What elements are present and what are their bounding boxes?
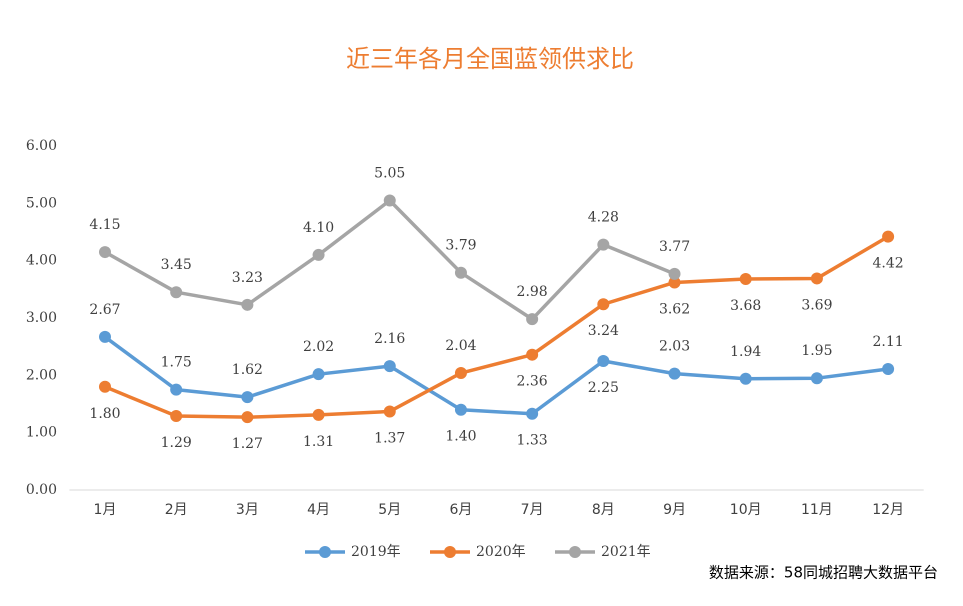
legend-label: 2021年 (601, 544, 651, 560)
data-point (668, 267, 681, 280)
data-label: 3.24 (588, 323, 619, 339)
data-point (739, 273, 752, 286)
data-label: 2.67 (89, 302, 120, 318)
y-tick-label: 1.00 (26, 425, 57, 441)
x-tick-label: 4月 (307, 502, 330, 518)
data-point (170, 410, 183, 423)
data-label: 4.15 (89, 217, 120, 233)
data-point (312, 408, 325, 421)
data-point (454, 367, 467, 380)
data-label: 1.40 (445, 429, 476, 445)
data-label: 4.28 (588, 210, 619, 226)
legend-marker (444, 546, 456, 558)
data-point (98, 380, 111, 393)
y-tick-label: 5.00 (26, 195, 57, 211)
data-label: 2.16 (374, 331, 405, 347)
x-tick-label: 7月 (521, 502, 544, 518)
x-tick-label: 2月 (165, 502, 188, 518)
data-label: 3.45 (161, 257, 192, 273)
data-point (597, 298, 610, 311)
y-tick-label: 4.00 (26, 253, 57, 269)
data-point (668, 276, 681, 289)
data-label: 3.62 (659, 301, 690, 317)
data-label: 1.37 (374, 430, 405, 446)
legend-marker (319, 546, 331, 558)
x-tick-label: 6月 (449, 502, 472, 518)
data-point (526, 313, 539, 326)
legend-label: 2019年 (351, 544, 401, 560)
data-label: 2.36 (517, 374, 548, 390)
data-point (312, 368, 325, 381)
y-tick-label: 3.00 (26, 310, 57, 326)
y-tick-label: 6.00 (26, 138, 57, 154)
y-tick-label: 0.00 (26, 482, 57, 498)
data-label: 3.23 (232, 270, 263, 286)
data-point (882, 363, 895, 376)
data-label: 1.80 (89, 406, 120, 422)
data-point (383, 360, 396, 373)
x-tick-label: 3月 (236, 502, 259, 518)
series-line (103, 335, 889, 416)
data-label: 3.79 (445, 238, 476, 254)
data-label: 2.02 (303, 339, 334, 355)
data-point (810, 272, 823, 285)
data-label: 1.27 (232, 436, 263, 452)
data-label: 1.95 (801, 343, 832, 359)
data-label: 3.68 (730, 298, 761, 314)
data-point (810, 372, 823, 385)
data-label: 1.62 (232, 362, 263, 378)
x-tick-label: 5月 (378, 502, 401, 518)
data-point (454, 403, 467, 416)
x-tick-label: 8月 (592, 502, 615, 518)
data-point (170, 286, 183, 299)
data-label: 1.33 (517, 433, 548, 449)
data-label: 1.29 (161, 435, 192, 451)
data-label: 2.11 (873, 334, 904, 350)
data-point (98, 330, 111, 343)
data-point (312, 248, 325, 261)
data-label: 4.42 (873, 256, 904, 272)
data-point (383, 405, 396, 418)
source-note: 数据来源：58同城招聘大数据平台 (709, 564, 938, 582)
data-point (597, 355, 610, 367)
data-point (241, 298, 254, 311)
x-tick-label: 1月 (94, 502, 117, 518)
data-label: 1.94 (730, 344, 761, 360)
data-point (98, 246, 111, 259)
legend-marker (569, 546, 581, 558)
data-label: 4.10 (303, 220, 334, 236)
x-tick-label: 11月 (801, 502, 833, 518)
data-point (882, 230, 895, 243)
x-tick-label: 12月 (872, 502, 904, 518)
data-point (454, 266, 467, 279)
data-label: 1.31 (303, 434, 334, 450)
y-tick-label: 2.00 (26, 367, 57, 383)
data-label: 2.04 (445, 338, 476, 354)
data-label: 3.69 (801, 297, 832, 313)
x-tick-label: 9月 (663, 502, 686, 518)
data-point (241, 411, 254, 424)
data-point (241, 391, 254, 404)
data-label: 2.03 (659, 339, 690, 355)
data-label: 2.98 (517, 284, 548, 300)
data-point (739, 372, 752, 385)
data-label: 2.25 (588, 380, 619, 396)
data-label: 1.75 (161, 355, 192, 371)
data-label: 3.77 (659, 239, 690, 255)
data-point (668, 367, 681, 380)
data-point (383, 194, 396, 207)
legend-label: 2020年 (476, 544, 526, 560)
data-point (170, 383, 183, 396)
data-label: 5.05 (374, 165, 405, 181)
data-point (526, 348, 539, 361)
data-point (597, 238, 610, 251)
data-point (526, 407, 539, 420)
series-line (104, 235, 889, 419)
x-tick-label: 10月 (730, 502, 762, 518)
chart-title: 近三年各月全国蓝领供求比 (346, 45, 634, 73)
